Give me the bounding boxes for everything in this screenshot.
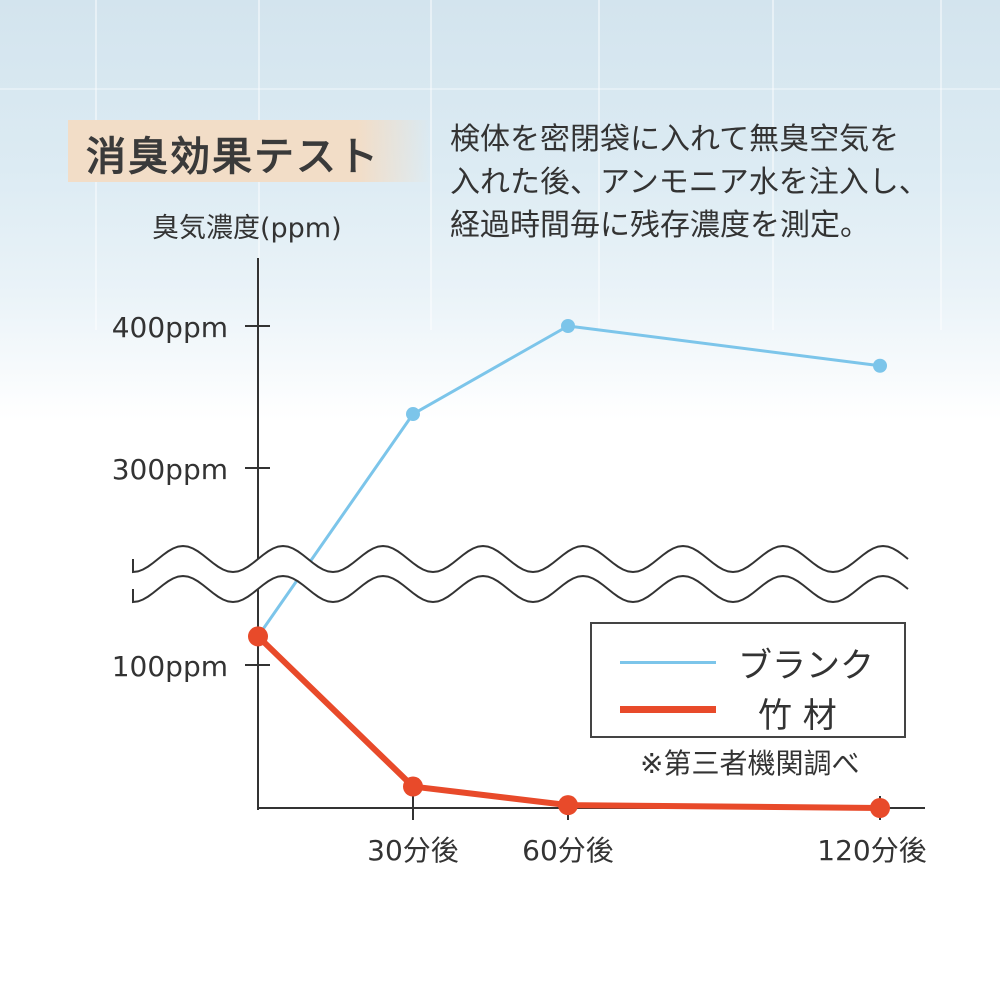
description-line: 検体を密閉袋に入れて無臭空気を (450, 122, 900, 157)
x-tick-label: 120分後 (817, 834, 926, 867)
series-layer (248, 319, 890, 818)
plank-line (598, 0, 600, 330)
y-axis-label: 臭気濃度(ppm) (152, 213, 342, 244)
plank-line (940, 0, 942, 330)
legend-label-blank: ブランク (738, 646, 874, 686)
plank-line (430, 0, 432, 330)
plank-seam (0, 88, 1000, 90)
y-tick-label: 100ppm (112, 650, 228, 683)
y-tick-label: 300ppm (112, 453, 228, 486)
data-point-blank (561, 319, 575, 333)
data-point-bamboo (248, 626, 268, 647)
x-tick-label: 60分後 (522, 834, 614, 867)
plank-line (772, 0, 774, 330)
series-line-blank (256, 324, 881, 638)
wood-background (0, 0, 1000, 420)
test-description: 検体を密閉袋に入れて無臭空気を 入れた後、アンモニア水を注入し、 経過時間毎に残… (450, 118, 970, 247)
description-line: 経過時間毎に残存濃度を測定。 (450, 208, 870, 243)
data-point-blank (406, 407, 420, 422)
axis-break-symbol (132, 544, 909, 604)
legend-swatch-blank (620, 661, 716, 664)
data-point-bamboo (403, 776, 423, 797)
chart-title: 消臭効果テスト (86, 134, 380, 180)
data-point-bamboo (558, 795, 578, 816)
series-line-bamboo (255, 634, 881, 811)
legend-swatch-bamboo (620, 706, 716, 713)
source-note: ※第三者機関調べ (640, 747, 860, 780)
data-point-blank (873, 358, 887, 373)
legend: ブランク 竹 材 (590, 622, 906, 738)
legend-label-bamboo: 竹 材 (758, 696, 837, 736)
y-tick-label: 400ppm (112, 311, 228, 344)
description-line: 入れた後、アンモニア水を注入し、 (450, 165, 929, 200)
data-point-bamboo (870, 798, 890, 818)
title-background (68, 120, 430, 182)
x-tick-label: 30分後 (367, 834, 459, 867)
